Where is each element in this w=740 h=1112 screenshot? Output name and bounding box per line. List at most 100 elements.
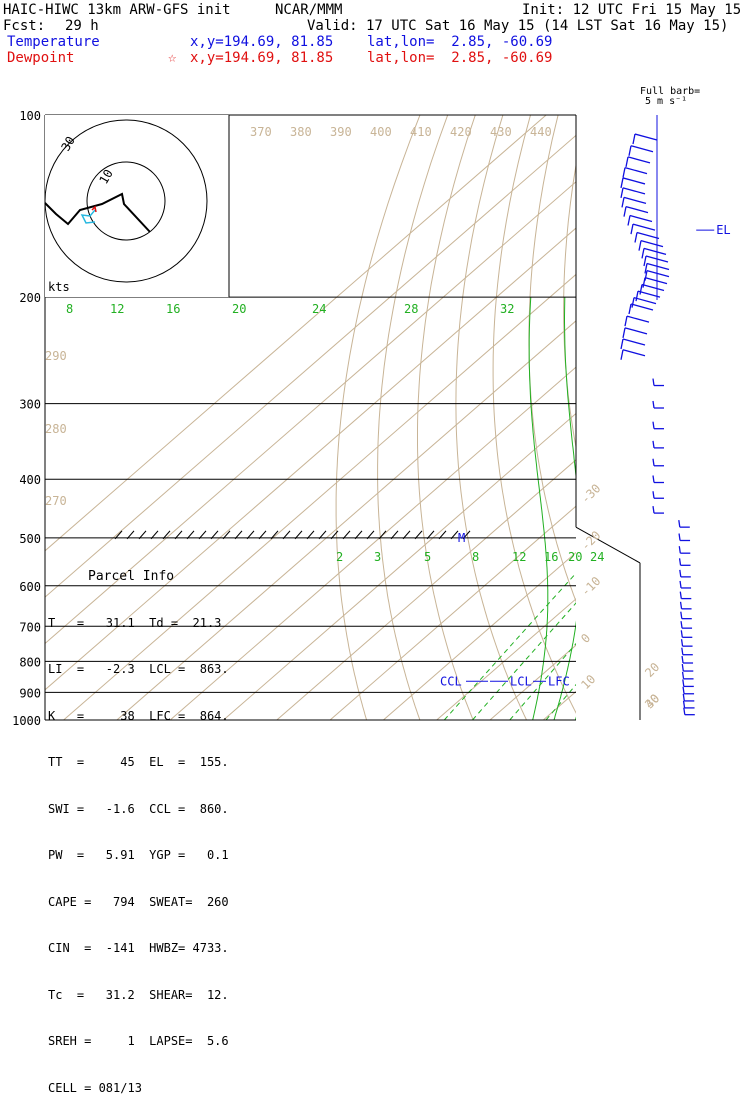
wind-barb-flag [653, 379, 654, 386]
wind-barb [631, 146, 653, 152]
isotherm-line [490, 115, 740, 720]
isotherm-line [597, 115, 740, 720]
wind-barb-flag [629, 146, 631, 156]
wind-barb-flag [635, 232, 637, 242]
dry-adiabat [597, 115, 740, 720]
isotherm-line [224, 115, 740, 720]
parcel-row: TT = 45 EL = 155. [48, 755, 248, 771]
isotherm-label: 0 [578, 631, 593, 646]
isotherm-label: 40 [642, 691, 662, 711]
dry-adiabat-lines [336, 115, 740, 720]
isotherm-label: 20 [642, 660, 662, 680]
wind-barb [647, 263, 669, 269]
wind-barb [626, 207, 648, 213]
mixing-ratio-label: 16 [544, 550, 558, 564]
wind-barb-flag [683, 672, 684, 679]
mixing-ratio-label: 2 [336, 550, 343, 564]
wind-barb-flag [653, 422, 654, 429]
wind-barb-flag [684, 708, 685, 715]
isotherm-label: -30 [578, 481, 603, 506]
lcl-label: LCL [510, 674, 532, 688]
wind-barb [623, 350, 645, 356]
wind-barb-flag [623, 328, 625, 338]
wind-barbs [621, 115, 695, 715]
wind-barb [624, 197, 646, 203]
wind-barb-flag [682, 648, 683, 655]
parcel-row: T = 31.1 Td = 21.3 [48, 616, 248, 632]
wind-barb-flag [623, 168, 625, 178]
wind-barb-flag [683, 694, 684, 701]
wind-barb [635, 134, 657, 140]
wind-barb-flag [680, 592, 681, 599]
wind-barb-flag [622, 197, 624, 207]
melting-level-label: M [458, 531, 465, 545]
ccl-label: CCL [440, 674, 462, 688]
isotherm-label: -10 [578, 574, 603, 599]
wind-barb-flag [683, 687, 684, 694]
wind-barb [637, 232, 659, 238]
parcel-row: PW = 5.91 YGP = 0.1 [48, 848, 248, 864]
dry-adiabat [630, 115, 740, 720]
wind-barb [627, 316, 649, 322]
wind-barb-flag [682, 664, 683, 671]
mixing-ratio-label: 24 [590, 550, 604, 564]
theta-label: 430 [490, 125, 512, 139]
pressure-tick-label: 900 [19, 686, 41, 700]
dry-adiabat [378, 115, 448, 720]
dry-adiabat [529, 115, 633, 720]
wind-barb [625, 328, 647, 334]
mixing-ratio-line [603, 538, 740, 720]
theta-label: 390 [330, 125, 352, 139]
saturated-adiabat-label: 8 [66, 302, 73, 316]
wind-barb [642, 284, 664, 290]
theta-label: 410 [410, 125, 432, 139]
wind-barb-flag [681, 621, 682, 628]
parcel-info-panel: Parcel Info T = 31.1 Td = 21.3 LI = -2.3… [48, 538, 248, 1112]
wind-barb-flag [628, 216, 630, 226]
wind-barb [633, 224, 655, 230]
theta-label: 280 [45, 422, 67, 436]
wind-barb-flag [682, 656, 683, 663]
moist-adiabat [575, 297, 619, 720]
parcel-info-title: Parcel Info [48, 569, 248, 585]
dry-adiabat [661, 115, 740, 720]
wind-barb-flag [681, 602, 682, 609]
wind-barb-flag [653, 441, 654, 448]
wind-barb-flag [621, 178, 623, 188]
wind-barb-flag [653, 459, 654, 466]
wind-barb-flag [640, 284, 642, 294]
wind-barb-flag [653, 491, 654, 498]
wind-barb-flag [680, 558, 681, 565]
wind-barb-flag [681, 612, 682, 619]
wind-barb-flag [679, 546, 680, 553]
pressure-tick-label: 200 [19, 291, 41, 305]
wind-barb-flag [633, 134, 635, 144]
wind-barb-flag [621, 339, 623, 349]
wind-barb-flag [632, 298, 634, 308]
pressure-tick-label: 800 [19, 655, 41, 669]
theta-label: 420 [450, 125, 472, 139]
parcel-row: LI = -2.3 LCL = 863. [48, 662, 248, 678]
wind-barb-flag [625, 316, 627, 326]
wind-barb-flag [631, 224, 633, 234]
wind-barb-flag [639, 241, 641, 251]
wind-barb-flag [653, 506, 654, 513]
theta-label: 440 [530, 125, 552, 139]
dry-adiabat [418, 115, 476, 720]
saturated-adiabat-label: 20 [232, 302, 246, 316]
saturated-adiabat-label: 24 [312, 302, 326, 316]
saturated-adiabat-label: 28 [404, 302, 418, 316]
wind-barb [625, 168, 647, 174]
wind-barb [641, 241, 663, 247]
el-label: EL [716, 223, 730, 237]
wind-barb-flag [644, 256, 646, 266]
parcel-row: CIN = -141 HWBZ= 4733. [48, 941, 248, 957]
dry-adiabat [564, 115, 687, 720]
mixing-ratio-label: 5 [424, 550, 431, 564]
pressure-tick-label: 400 [19, 473, 41, 487]
moist-adiabat [639, 297, 740, 720]
wind-barb-flag [643, 278, 645, 288]
wind-barb-flag [680, 570, 681, 577]
